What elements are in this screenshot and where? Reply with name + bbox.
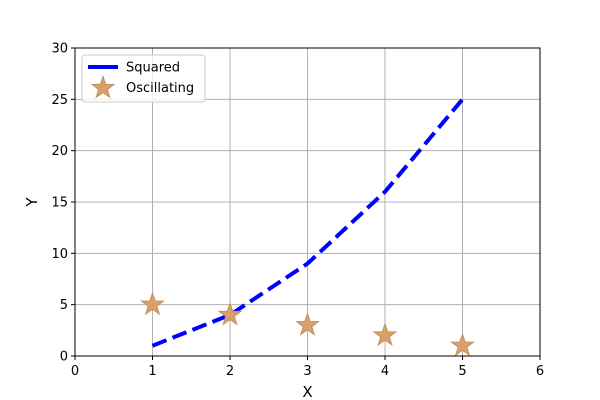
plot-series xyxy=(140,98,475,357)
x-tick-label: 6 xyxy=(536,364,544,379)
y-axis-label: Y xyxy=(23,197,41,208)
y-tick-label: 10 xyxy=(51,247,68,262)
x-axis-label: X xyxy=(302,383,312,400)
y-tick-label: 25 xyxy=(51,93,68,108)
legend-label-oscillating: Oscillating xyxy=(126,81,194,96)
x-tick-label: 0 xyxy=(71,364,79,379)
legend: Squared Oscillating xyxy=(81,54,206,103)
y-tick-label: 0 xyxy=(60,350,68,365)
y-tick-label: 5 xyxy=(60,298,68,313)
x-tick-label: 4 xyxy=(381,364,389,379)
series-line-squared xyxy=(151,98,465,348)
star-marker xyxy=(450,332,475,357)
axis-ticks: 0 1 2 3 4 5 6 0 5 10 15 20 25 30 xyxy=(51,42,544,380)
y-tick-label: 30 xyxy=(51,42,68,57)
y-tick-label: 15 xyxy=(51,196,68,211)
star-marker xyxy=(140,291,165,316)
y-tick-label: 20 xyxy=(51,144,68,159)
x-tick-label: 5 xyxy=(458,364,466,379)
star-marker xyxy=(217,301,243,326)
star-marker xyxy=(295,312,320,336)
star-marker xyxy=(372,322,398,347)
x-tick-label: 3 xyxy=(303,364,311,379)
x-tick-label: 1 xyxy=(148,364,156,379)
legend-marker-oscillating xyxy=(90,74,116,99)
legend-label-squared: Squared xyxy=(126,61,180,76)
x-tick-label: 2 xyxy=(226,364,234,379)
